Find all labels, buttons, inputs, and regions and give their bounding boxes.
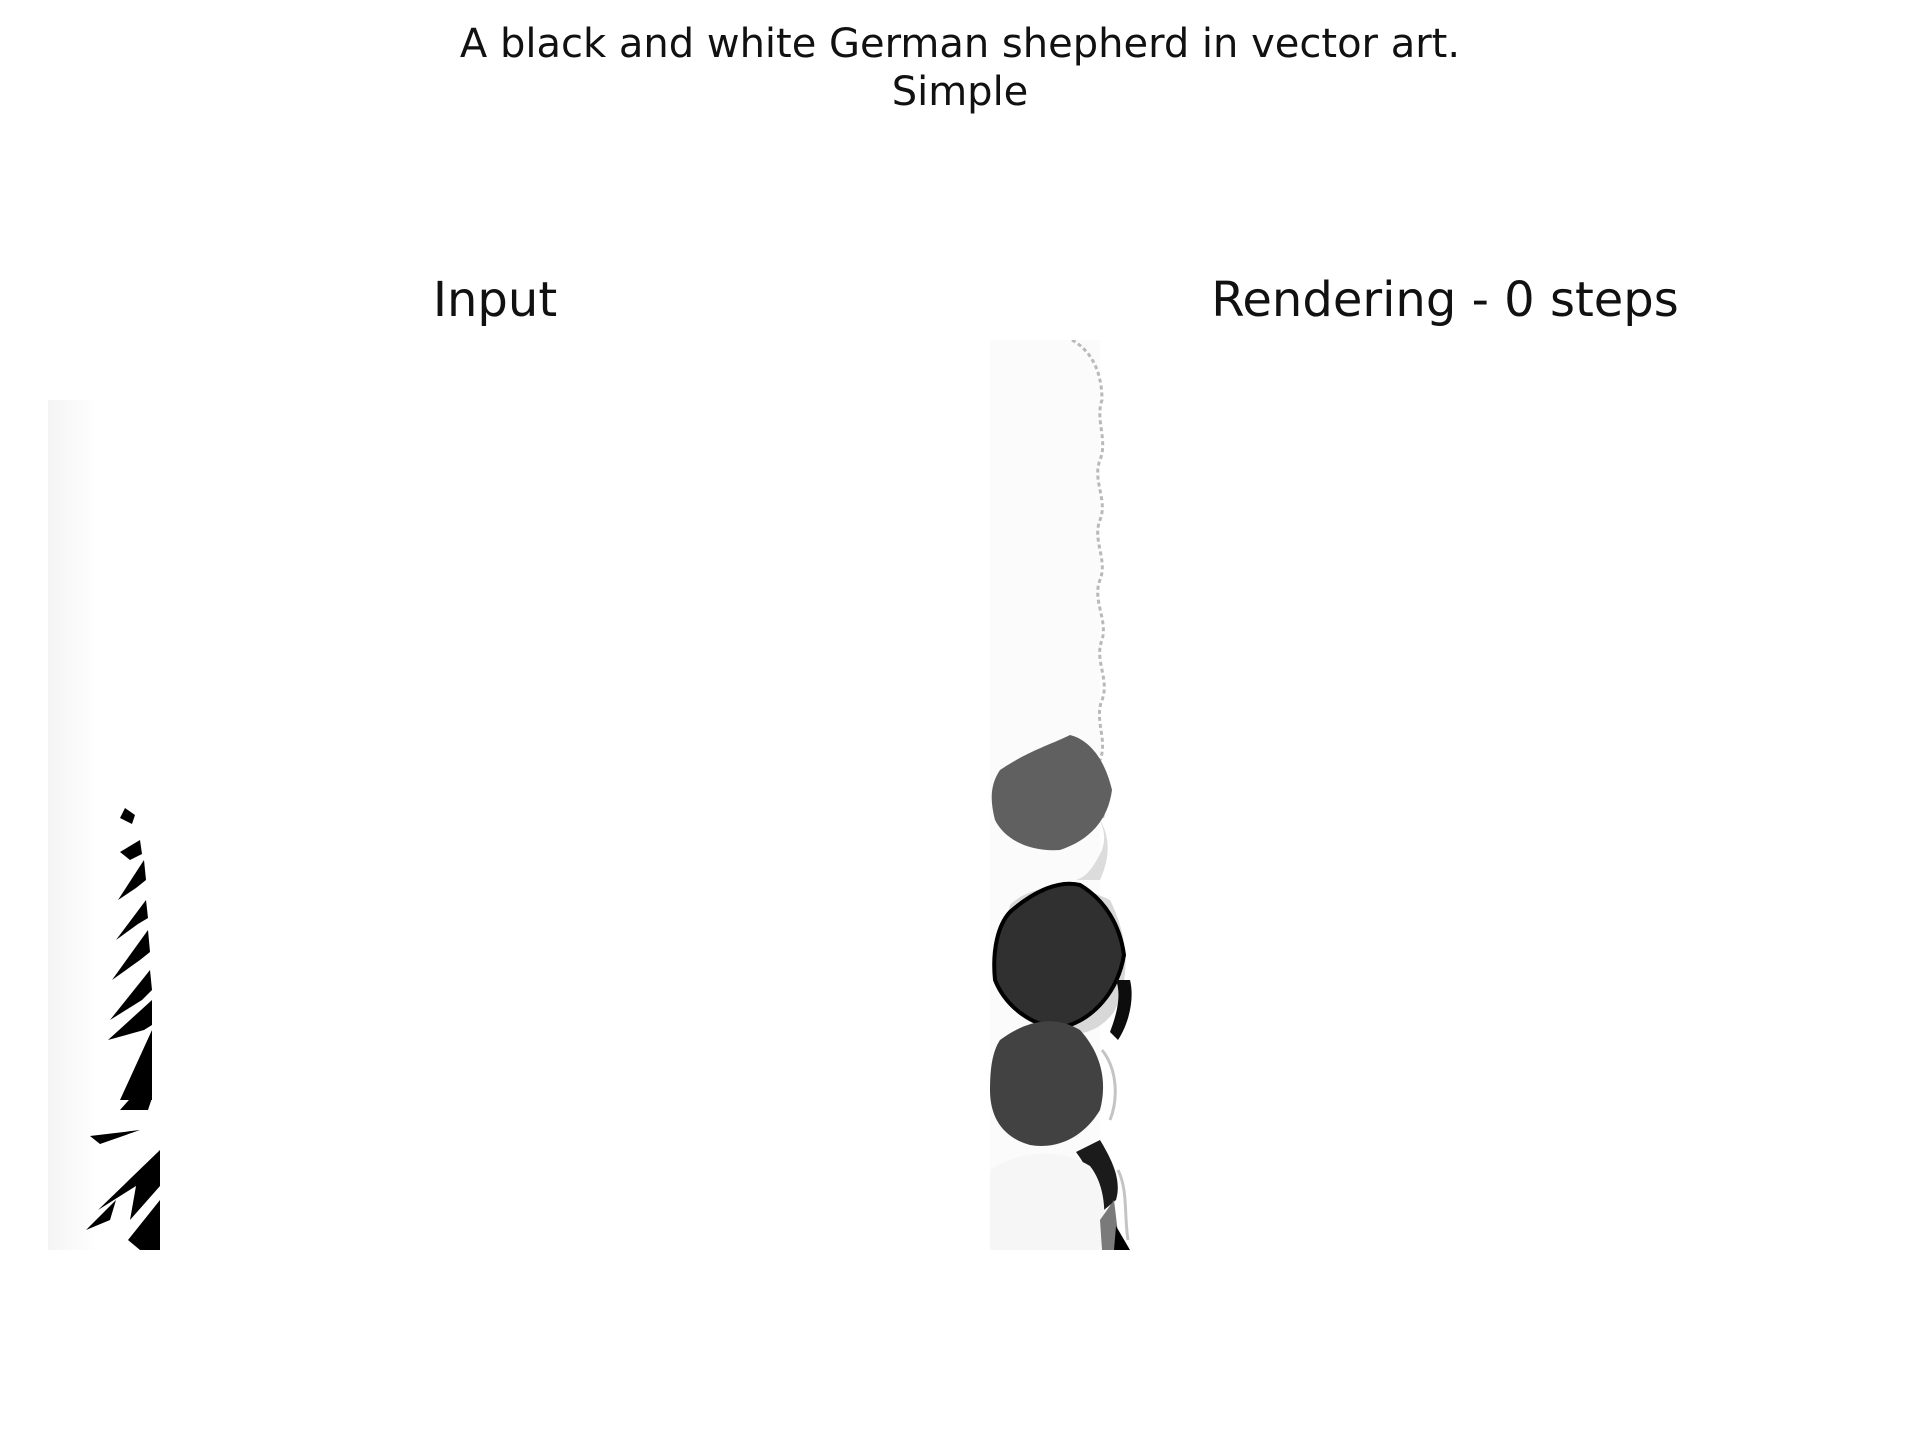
rendering-blob-bottom: [990, 1153, 1105, 1250]
input-paper-strip: [48, 400, 98, 1250]
rendering-wavy-line: [1071, 340, 1106, 821]
rendering-blob-middle: [992, 881, 1127, 1031]
rendering-accent-gray: [1100, 1200, 1120, 1250]
rendering-image-canvas: [990, 340, 1132, 1250]
rendering-image: [990, 340, 1900, 1250]
rendering-blob-lower: [990, 1021, 1104, 1146]
rendering-blob-top: [991, 735, 1112, 851]
input-fur-strokes: [86, 808, 160, 1250]
rendering-dark-band: [1076, 1140, 1118, 1210]
rendering-dark-band-2: [1110, 980, 1132, 1040]
rendering-accent-black: [1114, 1226, 1130, 1250]
figure-title-line-1: A black and white German shepherd in vec…: [459, 21, 1461, 67]
input-image-canvas: [48, 400, 160, 1250]
rendering-edge-line: [1100, 1049, 1130, 1241]
input-image: [40, 340, 950, 1250]
figure-title-line-2: Simple: [891, 69, 1029, 115]
figure-title: A black and white German shepherd in vec…: [0, 20, 1920, 116]
rendering-panel-title: Rendering - 0 steps: [1211, 272, 1679, 328]
input-panel-title: Input: [432, 272, 558, 328]
